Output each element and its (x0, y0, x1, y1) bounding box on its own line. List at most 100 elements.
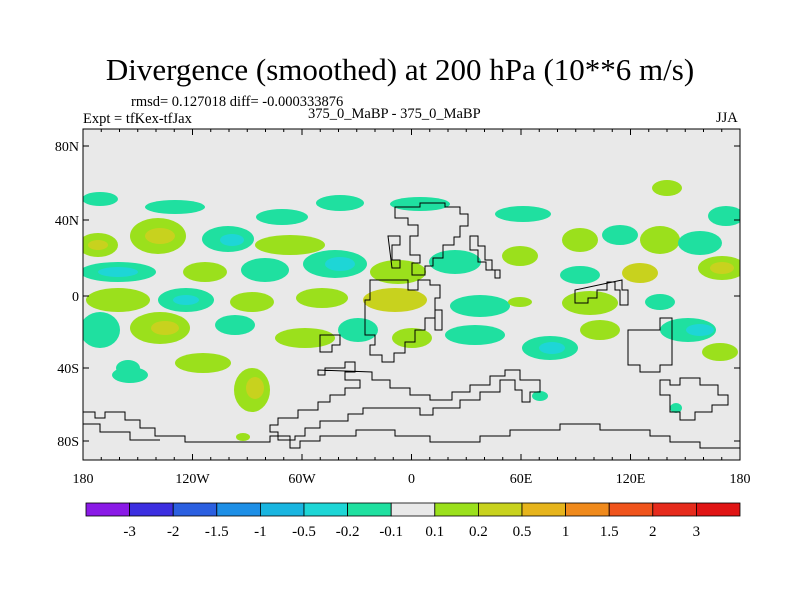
experiment-label: Expt = tfKex-tfJax (83, 111, 192, 127)
colorbar-swatch (477, 502, 523, 517)
coastline-europe-west (387, 235, 401, 269)
colorbar-swatch (652, 502, 697, 517)
colorbar-label: 1 (562, 524, 570, 540)
plot-title: Divergence (smoothed) at 200 hPa (10**6 … (105, 52, 695, 87)
divergence-field (429, 250, 481, 274)
lon-tick-label: 180 (730, 472, 751, 487)
lon-tick-label: 180 (73, 472, 94, 487)
coastline-patagonia (269, 361, 541, 441)
colorbar-swatch (608, 502, 654, 517)
lat-tick-label: 0 (72, 290, 79, 305)
colorbar-label: 2 (649, 524, 657, 540)
lat-tick-label: 40S (57, 362, 79, 377)
divergence-field (450, 295, 510, 317)
colorbar-label: -3 (123, 524, 136, 540)
lon-tick-label: 120E (616, 472, 646, 487)
coastline-south-america (319, 334, 341, 353)
lat-tick-label: 80S (57, 435, 79, 450)
colorbar-label: 0.1 (425, 524, 444, 540)
divergence-field (246, 377, 264, 399)
lon-tick-label: 60E (510, 472, 533, 487)
divergence-field (83, 192, 118, 206)
colorbar-swatch (521, 502, 566, 517)
coastline-europe (394, 202, 469, 276)
coastline-arabia (434, 309, 443, 331)
divergence-field (316, 195, 364, 211)
colorbar-swatch (696, 502, 741, 517)
coastline-indonesia (627, 317, 673, 373)
divergence-field (83, 312, 120, 348)
divergence-field (508, 297, 532, 307)
coastline-australia (659, 377, 729, 421)
divergence-field (580, 320, 620, 340)
divergence-field (495, 206, 551, 222)
divergence-field (230, 292, 274, 312)
divergence-field (145, 228, 175, 244)
colorbar-label: -0.1 (379, 524, 403, 540)
colorbar-swatch (565, 502, 610, 517)
colorbar-swatch (347, 502, 392, 517)
divergence-field (325, 257, 355, 271)
runs-label: 375_0_MaBP - 375_0_MaBP (308, 106, 481, 122)
divergence-field (173, 295, 199, 305)
lon-tick-label: 60W (288, 472, 316, 487)
divergence-field (215, 315, 255, 335)
colorbar: -3 -2 -1.5 -1 -0.5 -0.2 -0.1 0.1 0.2 0.5 1 1.5 2 3 (85, 502, 741, 540)
divergence-field (275, 328, 335, 348)
colorbar-swatch (216, 502, 261, 517)
divergence-field (502, 246, 538, 266)
divergence-contours (83, 180, 740, 441)
colorbar-label: 0.5 (513, 524, 532, 540)
divergence-field (622, 263, 658, 283)
divergence-field (645, 294, 675, 310)
divergence-field (145, 200, 205, 214)
divergence-field (256, 209, 308, 225)
colorbar-label: -2 (167, 524, 180, 540)
coastline-asia-east (574, 279, 629, 306)
divergence-field (652, 180, 682, 196)
colorbar-label: 0.2 (469, 524, 488, 540)
divergence-field (640, 226, 680, 254)
divergence-field (151, 321, 179, 335)
divergence-field (678, 231, 722, 255)
divergence-field (175, 353, 231, 373)
lat-tick-label: 40N (55, 214, 79, 229)
divergence-field (236, 433, 250, 441)
coastline-africa (364, 279, 441, 363)
divergence-field (562, 228, 598, 252)
lon-tick-label: 120W (175, 472, 210, 487)
colorbar-swatch (390, 502, 436, 517)
colorbar-swatch (85, 502, 130, 517)
coastlines (83, 202, 740, 449)
divergence-field (392, 328, 432, 348)
colorbar-label: 1.5 (600, 524, 619, 540)
colorbar-swatch (172, 502, 218, 517)
divergence-field (296, 288, 348, 308)
lat-tick-label: 80N (55, 140, 79, 155)
colorbar-swatch (129, 502, 174, 517)
season-label: JJA (716, 110, 738, 126)
divergence-field (445, 325, 505, 345)
coastline-asia (469, 235, 501, 279)
divergence-field (560, 266, 600, 284)
colorbar-label: -0.2 (336, 524, 360, 540)
colorbar-label: -1.5 (205, 524, 229, 540)
divergence-field (708, 206, 740, 226)
colorbar-swatch (303, 502, 348, 517)
divergence-field (686, 324, 714, 336)
divergence-field (532, 391, 548, 401)
divergence-field (363, 288, 427, 312)
coastline-antarctica-west (83, 423, 160, 441)
colorbar-label: -1 (254, 524, 267, 540)
map-axes: 80N 40N 0 40S 80S 180 120W 60W 0 60E 120E 180 (55, 129, 751, 487)
divergence-field (670, 403, 682, 413)
divergence-field (702, 343, 738, 361)
divergence-field (88, 240, 108, 250)
lon-tick-label: 0 (408, 472, 415, 487)
divergence-field (98, 267, 138, 277)
colorbar-swatch (434, 502, 479, 517)
stats-label: rmsd= 0.127018 diff= -0.000333876 (131, 94, 344, 110)
divergence-field (539, 342, 565, 354)
divergence-field (86, 288, 150, 312)
